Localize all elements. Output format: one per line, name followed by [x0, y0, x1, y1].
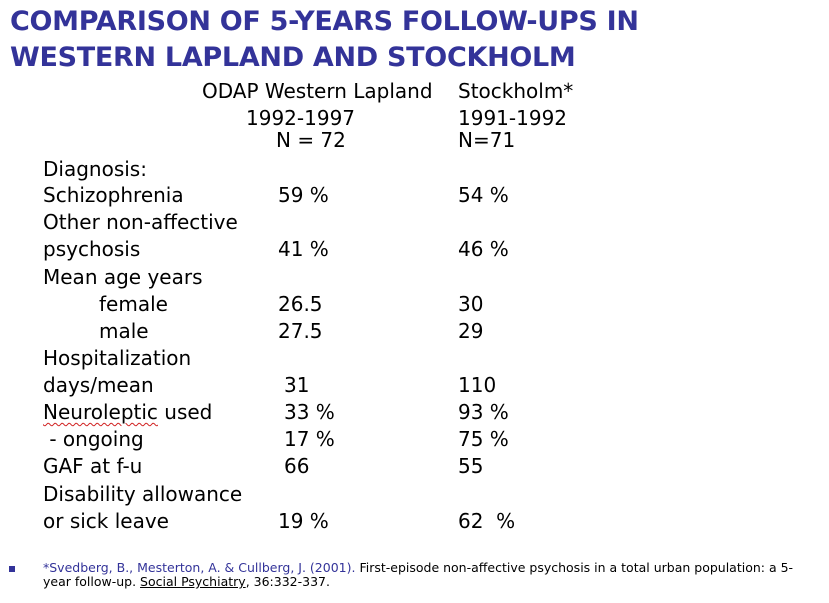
footnote-citation: , 36:332-337.: [245, 574, 330, 589]
diagnosis-heading: Diagnosis:: [43, 157, 147, 181]
row-label-days-mean: days/mean: [43, 373, 154, 397]
column-a-name: ODAP Western Lapland: [202, 79, 433, 103]
ongoing-value-a: 17 %: [284, 427, 335, 451]
female-value-b: 30: [458, 292, 484, 316]
sick-value-a: 19 %: [278, 509, 329, 533]
hospitalization-heading: Hospitalization: [43, 346, 192, 370]
row-label-other-nonaffective: Other non-affective: [43, 210, 238, 234]
column-a-n: N = 72: [276, 128, 346, 152]
footnote-journal: Social Psychiatry: [140, 574, 246, 589]
psychosis-value-a: 41 %: [278, 237, 329, 261]
neuroleptic-value-b: 93 %: [458, 400, 509, 424]
days-value-a: 31: [284, 373, 310, 397]
neuroleptic-label-rest: used: [157, 400, 213, 424]
row-label-female: female: [99, 292, 168, 316]
row-label-ongoing: - ongoing: [43, 427, 144, 451]
column-b-n: N=71: [458, 128, 516, 152]
days-value-b: 110: [458, 373, 497, 397]
row-label-gaf: GAF at f-u: [43, 454, 143, 478]
ongoing-value-b: 75 %: [458, 427, 509, 451]
row-label-psychosis: psychosis: [43, 237, 141, 261]
footnote-bullet-icon: [9, 566, 15, 572]
female-value-a: 26.5: [278, 292, 323, 316]
male-value-a: 27.5: [278, 319, 323, 343]
disability-heading: Disability allowance: [43, 482, 243, 506]
slide-title-line-1: COMPARISON OF 5-YEARS FOLLOW-UPS IN: [10, 6, 639, 37]
footnote-authors: *Svedberg, B., Mesterton, A. & Cullberg,…: [43, 560, 356, 575]
slide-title: COMPARISON OF 5-YEARS FOLLOW-UPS IN WEST…: [10, 4, 639, 76]
slide-title-line-2: WESTERN LAPLAND AND STOCKHOLM: [10, 42, 576, 73]
footnote-text: First-episode non-affective psychosis in…: [43, 560, 794, 589]
schizophrenia-value-a: 59 %: [278, 183, 329, 207]
gaf-value-a: 66: [284, 454, 310, 478]
row-label-schizophrenia: Schizophrenia: [43, 183, 184, 207]
schizophrenia-value-b: 54 %: [458, 183, 509, 207]
row-label-sick-leave: or sick leave: [43, 509, 169, 533]
column-a-years: 1992-1997: [246, 106, 356, 130]
psychosis-value-b: 46 %: [458, 237, 509, 261]
footnote: *Svedberg, B., Mesterton, A. & Cullberg,…: [43, 561, 803, 589]
column-b-name: Stockholm*: [458, 79, 574, 103]
gaf-value-b: 55: [458, 454, 484, 478]
neuroleptic-value-a: 33 %: [284, 400, 335, 424]
neuroleptic-word: Neuroleptic: [43, 400, 158, 424]
row-label-neuroleptic: Neuroleptic used: [43, 400, 212, 424]
row-label-male: male: [99, 319, 149, 343]
sick-value-b: 62 %: [458, 509, 516, 533]
mean-age-heading: Mean age years: [43, 265, 203, 289]
male-value-b: 29: [458, 319, 484, 343]
column-b-years: 1991-1992: [458, 106, 568, 130]
